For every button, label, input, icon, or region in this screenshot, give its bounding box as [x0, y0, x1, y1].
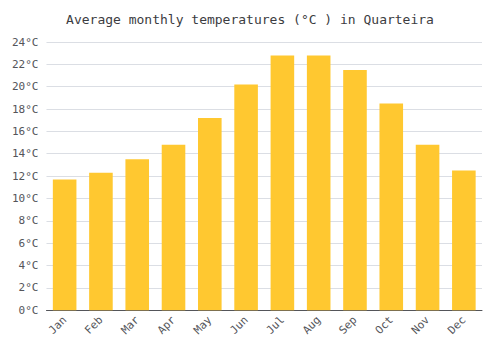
svg-text:0°C: 0°C: [19, 304, 39, 317]
svg-text:Jun: Jun: [227, 314, 250, 337]
svg-text:20°C: 20°C: [12, 80, 39, 93]
svg-text:Aug: Aug: [300, 314, 323, 337]
svg-text:6°C: 6°C: [19, 237, 39, 250]
svg-text:8°C: 8°C: [19, 214, 39, 227]
svg-text:Mar: Mar: [119, 313, 142, 336]
svg-text:Dec: Dec: [445, 314, 468, 337]
svg-text:18°C: 18°C: [12, 103, 39, 116]
svg-text:Average monthly temperatures (: Average monthly temperatures (°C ) in Qu…: [66, 12, 434, 27]
svg-text:Jul: Jul: [264, 314, 287, 337]
svg-text:24°C: 24°C: [12, 36, 39, 49]
svg-text:22°C: 22°C: [12, 58, 39, 71]
svg-text:4°C: 4°C: [19, 259, 39, 272]
svg-text:16°C: 16°C: [12, 125, 39, 138]
svg-text:14°C: 14°C: [12, 147, 39, 160]
svg-text:12°C: 12°C: [12, 170, 39, 183]
svg-text:Oct: Oct: [373, 314, 396, 337]
svg-text:Nov: Nov: [409, 313, 432, 336]
svg-text:May: May: [191, 313, 214, 336]
svg-text:10°C: 10°C: [12, 192, 39, 205]
svg-text:2°C: 2°C: [19, 281, 39, 294]
svg-text:Sep: Sep: [336, 314, 359, 337]
svg-text:Jan: Jan: [46, 314, 69, 337]
svg-text:Feb: Feb: [82, 314, 105, 337]
svg-text:Apr: Apr: [155, 313, 178, 336]
